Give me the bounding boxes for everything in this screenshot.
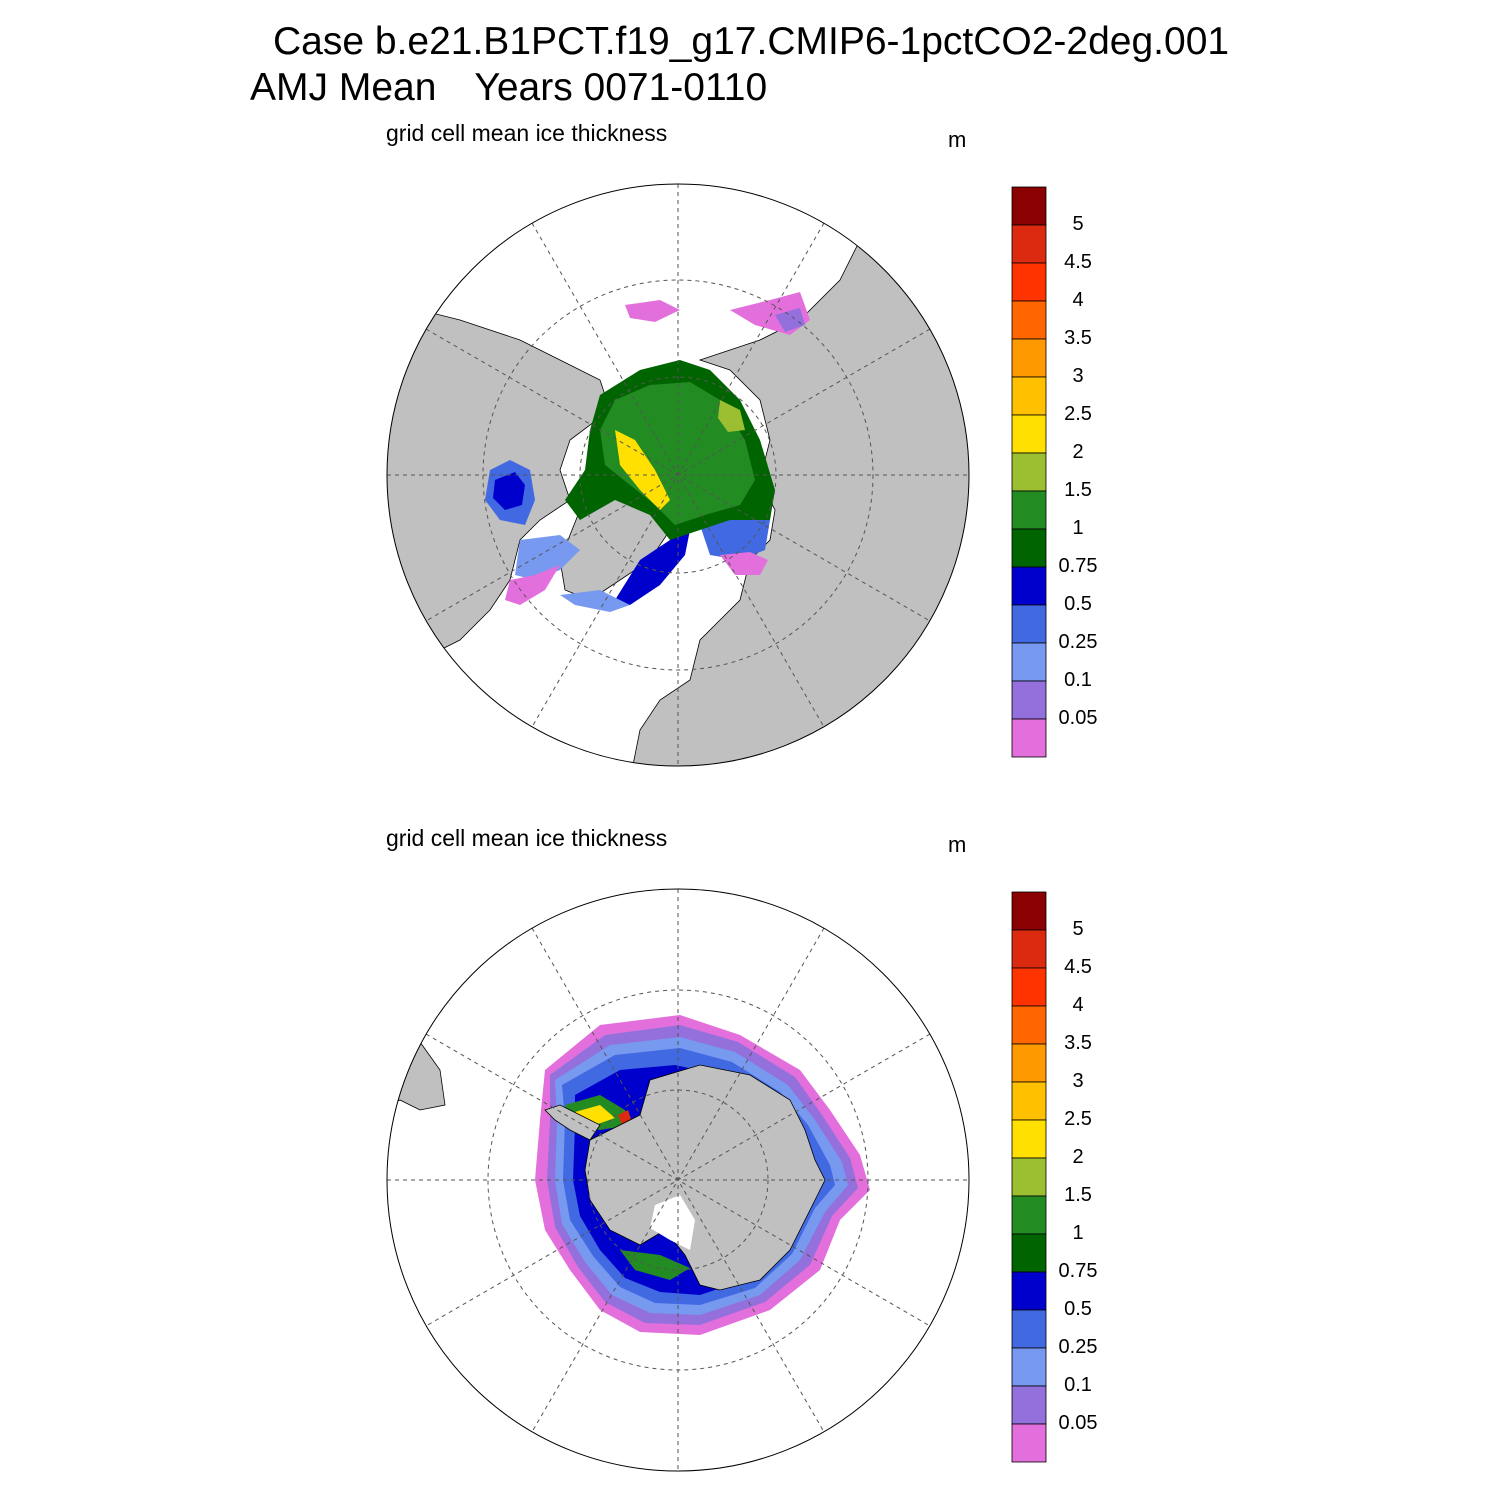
colorbar-tick-label: 0.5	[1064, 593, 1092, 615]
colorbar-tick-label: 0.75	[1058, 1260, 1098, 1282]
bering-ice-violet	[775, 308, 805, 332]
east-greenland-ice	[615, 530, 690, 605]
arctic-pack-ice	[600, 382, 755, 525]
colorbar-swatch	[1011, 1081, 1047, 1121]
colorbar-tick-label: 3	[1072, 1070, 1084, 1092]
colorbar-tick-label: 0.1	[1064, 669, 1092, 691]
colorbar-swatch	[1011, 1347, 1047, 1387]
case-title: Case b.e21.B1PCT.f19_g17.CMIP6-1pctCO2-2…	[273, 20, 1230, 63]
season-label: AMJ Mean	[250, 66, 437, 109]
ross-ice-shelf	[650, 1195, 695, 1250]
colorbar-swatch	[1011, 1157, 1047, 1197]
canadian-archipelago-ice	[718, 400, 745, 432]
labrador-ice	[515, 535, 580, 580]
colorbar-swatch	[1011, 1233, 1047, 1273]
colorbar-swatch	[1011, 680, 1047, 720]
colorbar-tick-label: 2.5	[1064, 403, 1092, 425]
colorbar-swatch	[1011, 891, 1047, 931]
colorbar-swatch	[1011, 1119, 1047, 1159]
colorbar-tick-label: 0.05	[1058, 707, 1098, 729]
colorbar-tick-label: 0.05	[1058, 1412, 1098, 1434]
north-panel-subtitle: grid cell mean ice thickness	[386, 120, 668, 146]
colorbar-swatch	[1011, 1195, 1047, 1235]
colorbar-swatch	[1011, 338, 1047, 378]
north-polar-map	[386, 183, 1047, 767]
south-map-content	[387, 889, 969, 1471]
colorbar-swatch	[1011, 414, 1047, 454]
colorbar-tick-label: 4.5	[1064, 956, 1092, 978]
colorbar-swatch	[1011, 566, 1047, 606]
okhotsk-ice	[625, 300, 680, 322]
antarctica-land	[584, 1064, 826, 1291]
colorbar-swatch	[1011, 1309, 1047, 1349]
colorbar-tick-label: 0.5	[1064, 1298, 1092, 1320]
north-panel-units: m	[948, 127, 967, 152]
colorbar-tick-label: 3.5	[1064, 327, 1092, 349]
colorbar-tick-label: 5	[1072, 213, 1084, 235]
south-panel-units: m	[948, 832, 967, 857]
colorbar-tick-label: 2	[1072, 1146, 1084, 1168]
colorbar-tick-label: 3.5	[1064, 1032, 1092, 1054]
hudson-bay-ice-core	[493, 472, 525, 510]
colorbar-swatch	[1011, 452, 1047, 492]
south-graticule	[387, 889, 969, 1471]
south-panel-subtitle: grid cell mean ice thickness	[386, 825, 668, 851]
colorbar-swatch	[1011, 262, 1047, 302]
north-colorbar	[1011, 186, 1047, 758]
colorbar-tick-label: 4	[1072, 289, 1084, 311]
north-map-content	[387, 184, 969, 766]
east-greenland-ice-outer	[560, 590, 630, 612]
south-colorbar	[1011, 891, 1047, 1463]
north-map-border	[386, 183, 970, 767]
colorbar-tick-label: 2	[1072, 441, 1084, 463]
barents-ice	[700, 515, 770, 560]
colorbar-swatch	[1011, 1385, 1047, 1425]
colorbar-tick-label: 4	[1072, 994, 1084, 1016]
colorbar-swatch	[1011, 1271, 1047, 1311]
canadian-archipelago-thick-ice	[615, 430, 670, 510]
north-graticule	[387, 184, 969, 766]
colorbar-swatch	[1011, 300, 1047, 340]
colorbar-swatch	[1011, 929, 1047, 969]
south-polar-map	[386, 888, 1047, 1472]
ross-sea-ice	[620, 1250, 690, 1280]
colorbar-tick-label: 0.1	[1064, 1374, 1092, 1396]
years-label: Years 0071-0110	[474, 66, 768, 109]
labrador-ice-pink	[505, 565, 560, 605]
colorbar-swatch	[1011, 967, 1047, 1007]
colorbar-tick-label: 1	[1072, 517, 1084, 539]
colorbar-tick-label: 4.5	[1064, 251, 1092, 273]
colorbar-swatch	[1011, 224, 1047, 264]
colorbar-tick-label: 2.5	[1064, 1108, 1092, 1130]
colorbar-tick-label: 1.5	[1064, 1184, 1092, 1206]
colorbar-tick-label: 5	[1072, 918, 1084, 940]
season-title: AMJ Mean Years 0071-0110	[250, 66, 767, 110]
colorbar-swatch	[1011, 642, 1047, 682]
colorbar-swatch	[1011, 376, 1047, 416]
colorbar-swatch	[1011, 604, 1047, 644]
colorbar-swatch	[1011, 1423, 1047, 1463]
colorbar-tick-label: 0.25	[1058, 1336, 1098, 1358]
colorbar-swatch	[1011, 490, 1047, 530]
colorbar-swatch	[1011, 1043, 1047, 1083]
colorbar-tick-label: 3	[1072, 365, 1084, 387]
colorbar-tick-label: 1	[1072, 1222, 1084, 1244]
colorbar-tick-label: 0.75	[1058, 555, 1098, 577]
weddell-sea-thick-ice	[575, 1105, 615, 1125]
barents-ice-pink	[720, 552, 768, 575]
colorbar-swatch	[1011, 186, 1047, 226]
colorbar-tick-label: 1.5	[1064, 479, 1092, 501]
colorbar-swatch	[1011, 528, 1047, 568]
colorbar-swatch	[1011, 1005, 1047, 1045]
south-map-border	[386, 888, 970, 1472]
colorbar-swatch	[1011, 718, 1047, 758]
colorbar-tick-label: 0.25	[1058, 631, 1098, 653]
